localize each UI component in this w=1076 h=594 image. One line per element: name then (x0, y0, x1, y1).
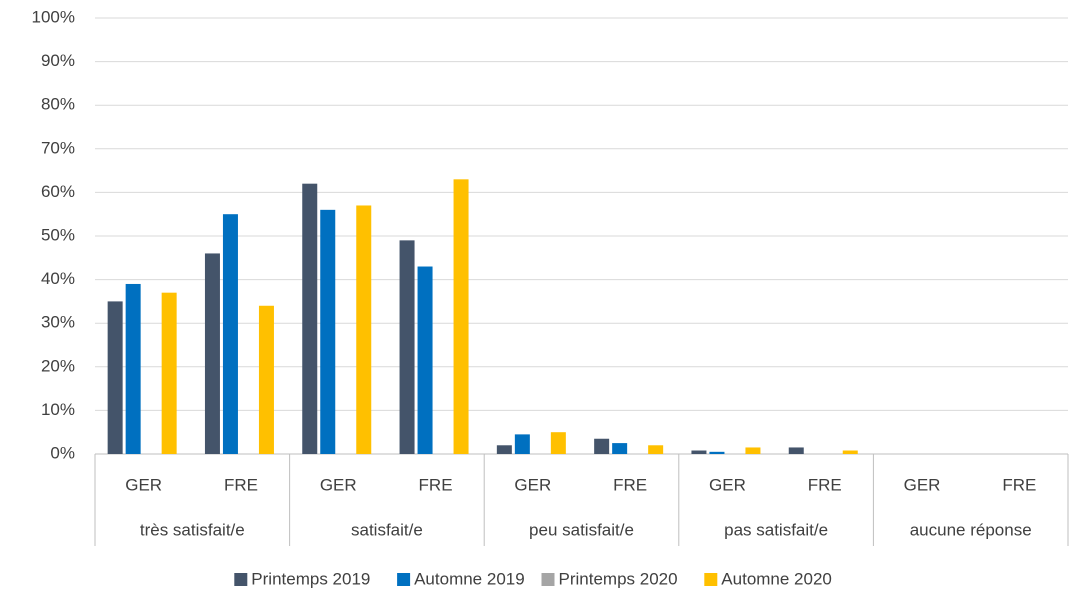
x-tick-label: GER (514, 475, 551, 494)
bar (320, 209, 336, 454)
bar (399, 240, 415, 454)
y-tick-label: 50% (41, 225, 75, 244)
bar (258, 305, 274, 454)
bar (125, 283, 141, 454)
group-label: très satisfait/e (140, 520, 245, 539)
x-tick-label: GER (709, 475, 746, 494)
bar (550, 432, 566, 454)
x-tick-label: FRE (613, 475, 647, 494)
bar (648, 445, 664, 454)
y-tick-label: 100% (32, 7, 75, 26)
bar (842, 450, 858, 454)
legend-label: Automne 2019 (414, 569, 525, 588)
group-label: peu satisfait/e (529, 520, 634, 539)
bar (107, 301, 123, 454)
bar (417, 266, 433, 454)
legend-label: Printemps 2019 (251, 569, 370, 588)
bar (709, 451, 725, 454)
y-tick-label: 0% (50, 443, 75, 462)
legend-swatch (397, 573, 411, 586)
group-label: aucune réponse (910, 520, 1032, 539)
bar (691, 450, 707, 454)
group-label: pas satisfait/e (724, 520, 828, 539)
bar (302, 183, 318, 454)
x-tick-label: GER (320, 475, 357, 494)
y-tick-label: 60% (41, 182, 75, 201)
y-tick-label: 40% (41, 269, 75, 288)
y-tick-label: 80% (41, 95, 75, 114)
bar (222, 214, 238, 454)
x-tick-label: FRE (1002, 475, 1036, 494)
y-tick-label: 10% (41, 400, 75, 419)
x-tick-label: FRE (419, 475, 453, 494)
group-label: satisfait/e (351, 520, 423, 539)
y-tick-label: 90% (41, 51, 75, 70)
bar (788, 447, 804, 454)
bar (204, 253, 220, 454)
bar (514, 434, 530, 454)
bar (453, 179, 469, 454)
bar (594, 438, 610, 454)
x-tick-label: GER (125, 475, 162, 494)
x-tick-label: FRE (808, 475, 842, 494)
bar (161, 292, 177, 454)
x-tick-label: FRE (224, 475, 258, 494)
legend-swatch (541, 573, 555, 586)
legend-swatch (234, 573, 248, 586)
legend-label: Printemps 2020 (559, 569, 678, 588)
y-tick-label: 70% (41, 138, 75, 157)
legend-swatch (704, 573, 718, 586)
x-tick-label: GER (904, 475, 941, 494)
bar (356, 205, 372, 454)
y-tick-label: 30% (41, 313, 75, 332)
bar (745, 447, 761, 454)
y-tick-label: 20% (41, 356, 75, 375)
bar (496, 445, 512, 454)
legend-label: Automne 2020 (721, 569, 832, 588)
bar (612, 443, 628, 454)
